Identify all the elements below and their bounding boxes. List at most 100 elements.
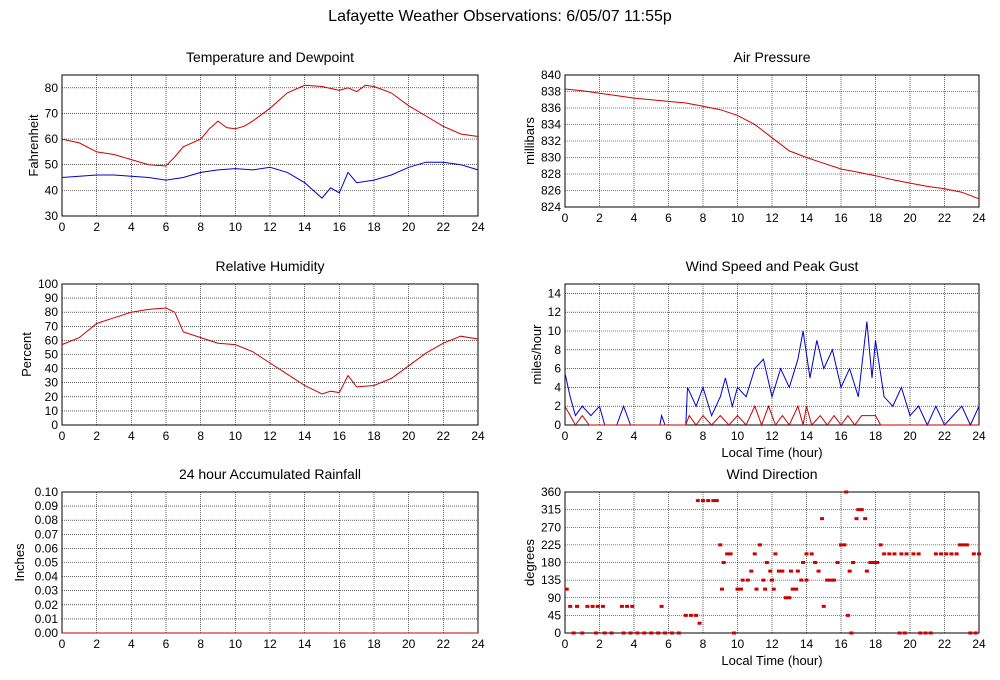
data-point — [832, 578, 837, 582]
y-tick-label: 50 — [45, 158, 59, 172]
y-tick-label: 60 — [45, 333, 59, 347]
x-tick-label: 6 — [665, 637, 672, 651]
chart-title: Temperature and Dewpoint — [186, 49, 354, 65]
data-point — [899, 552, 904, 556]
data-point — [776, 569, 781, 573]
x-tick-label: 2 — [93, 429, 100, 443]
data-point — [871, 561, 876, 564]
y-tick-label: 45 — [548, 608, 562, 622]
x-tick-label: 22 — [938, 211, 952, 225]
y-tick-label: 0 — [51, 418, 58, 432]
data-point — [787, 596, 792, 600]
x-tick-label: 4 — [631, 637, 638, 651]
data-point — [790, 587, 795, 591]
x-tick-label: 4 — [128, 429, 135, 443]
x-tick-label: 24 — [471, 220, 485, 234]
x-tick-label: 4 — [631, 211, 638, 225]
y-tick-label: 838 — [541, 85, 561, 99]
data-point — [600, 604, 605, 608]
data-point — [659, 604, 664, 608]
series-line-0 — [61, 84, 479, 167]
x-tick-label: 16 — [333, 637, 347, 651]
y-tick-label: 4 — [554, 380, 561, 394]
data-point — [564, 587, 569, 591]
data-point — [701, 499, 705, 503]
y-tick-label: 100 — [38, 277, 58, 291]
y-tick-label: 40 — [45, 362, 59, 376]
data-point — [875, 561, 880, 564]
data-point — [794, 587, 799, 591]
data-point — [944, 552, 949, 556]
data-point — [854, 517, 859, 521]
y-tick-label: 80 — [45, 81, 59, 95]
data-point — [635, 631, 640, 635]
y-tick-label: 10 — [45, 404, 59, 418]
data-point — [859, 508, 864, 512]
data-point — [933, 552, 938, 556]
data-point — [609, 631, 614, 635]
y-tick-label: 6 — [554, 362, 561, 376]
y-tick-label: 0.08 — [35, 513, 59, 527]
x-axis-label: Local Time (hour) — [721, 653, 822, 668]
chart-temperature: 0 2 4 6 8 10 12 14 16 18 20 22 24304050607080Tempera… — [26, 49, 485, 234]
x-tick-label: 18 — [869, 211, 883, 225]
x-tick-label: 16 — [333, 429, 347, 443]
y-tick-label: 0 — [554, 626, 561, 640]
data-point — [788, 569, 793, 573]
chart-title: Wind Direction — [726, 466, 817, 482]
chart-title: Wind Speed and Peak Gust — [686, 258, 859, 274]
data-point — [718, 543, 723, 547]
x-tick-label: 18 — [367, 429, 381, 443]
chart-direction: 0 2 4 6 8 10 12 14 16 18 20 22 240459013518022527031… — [522, 466, 986, 668]
data-point — [904, 552, 909, 556]
y-tick-label: 40 — [45, 183, 59, 197]
y-tick-label: 225 — [541, 538, 561, 552]
x-tick-label: 8 — [700, 429, 707, 443]
data-point — [770, 578, 774, 582]
data-point — [695, 499, 700, 503]
chart-pressure: 0 2 4 6 8 10 12 14 16 18 20 22 248248268288308328348… — [522, 49, 986, 225]
series-line-0 — [564, 321, 980, 427]
y-tick-label: 360 — [541, 485, 561, 499]
y-axis-label: degrees — [522, 539, 537, 586]
x-tick-label: 0 — [59, 220, 66, 234]
y-tick-label: 0 — [554, 418, 561, 432]
y-axis-label: miles/hour — [529, 324, 544, 385]
x-tick-label: 0 — [562, 429, 569, 443]
data-point — [697, 621, 702, 625]
x-tick-label: 20 — [402, 637, 416, 651]
chart-humidity: 0 2 4 6 8 10 12 14 16 18 20 22 240102030405060708090… — [19, 258, 485, 443]
data-point — [719, 587, 724, 591]
data-point — [844, 490, 849, 494]
y-axis-label: Fahrenheit — [26, 114, 41, 177]
y-axis-label: Inches — [12, 543, 27, 582]
x-tick-label: 12 — [263, 220, 277, 234]
x-tick-label: 8 — [700, 211, 707, 225]
x-tick-label: 4 — [128, 220, 135, 234]
data-point — [642, 631, 647, 635]
x-tick-label: 18 — [367, 637, 381, 651]
data-point — [939, 552, 944, 556]
data-point — [820, 517, 825, 521]
x-tick-label: 24 — [972, 637, 986, 651]
x-tick-label: 24 — [471, 429, 485, 443]
data-point — [732, 631, 737, 635]
data-point — [706, 499, 711, 503]
data-point — [683, 613, 688, 617]
data-point — [958, 543, 963, 547]
x-tick-label: 10 — [229, 429, 243, 443]
y-axis-label: millibars — [522, 117, 537, 165]
x-tick-label: 12 — [263, 637, 277, 651]
x-tick-label: 22 — [938, 637, 952, 651]
x-tick-label: 0 — [59, 637, 66, 651]
x-tick-label: 8 — [197, 429, 204, 443]
y-tick-label: 60 — [45, 132, 59, 146]
y-tick-label: 0.04 — [35, 570, 59, 584]
data-point — [571, 631, 576, 635]
data-point — [580, 631, 585, 635]
x-tick-label: 14 — [298, 220, 312, 234]
y-tick-label: 20 — [45, 390, 59, 404]
x-tick-label: 14 — [800, 637, 814, 651]
data-point — [745, 578, 750, 582]
x-tick-label: 16 — [834, 211, 848, 225]
